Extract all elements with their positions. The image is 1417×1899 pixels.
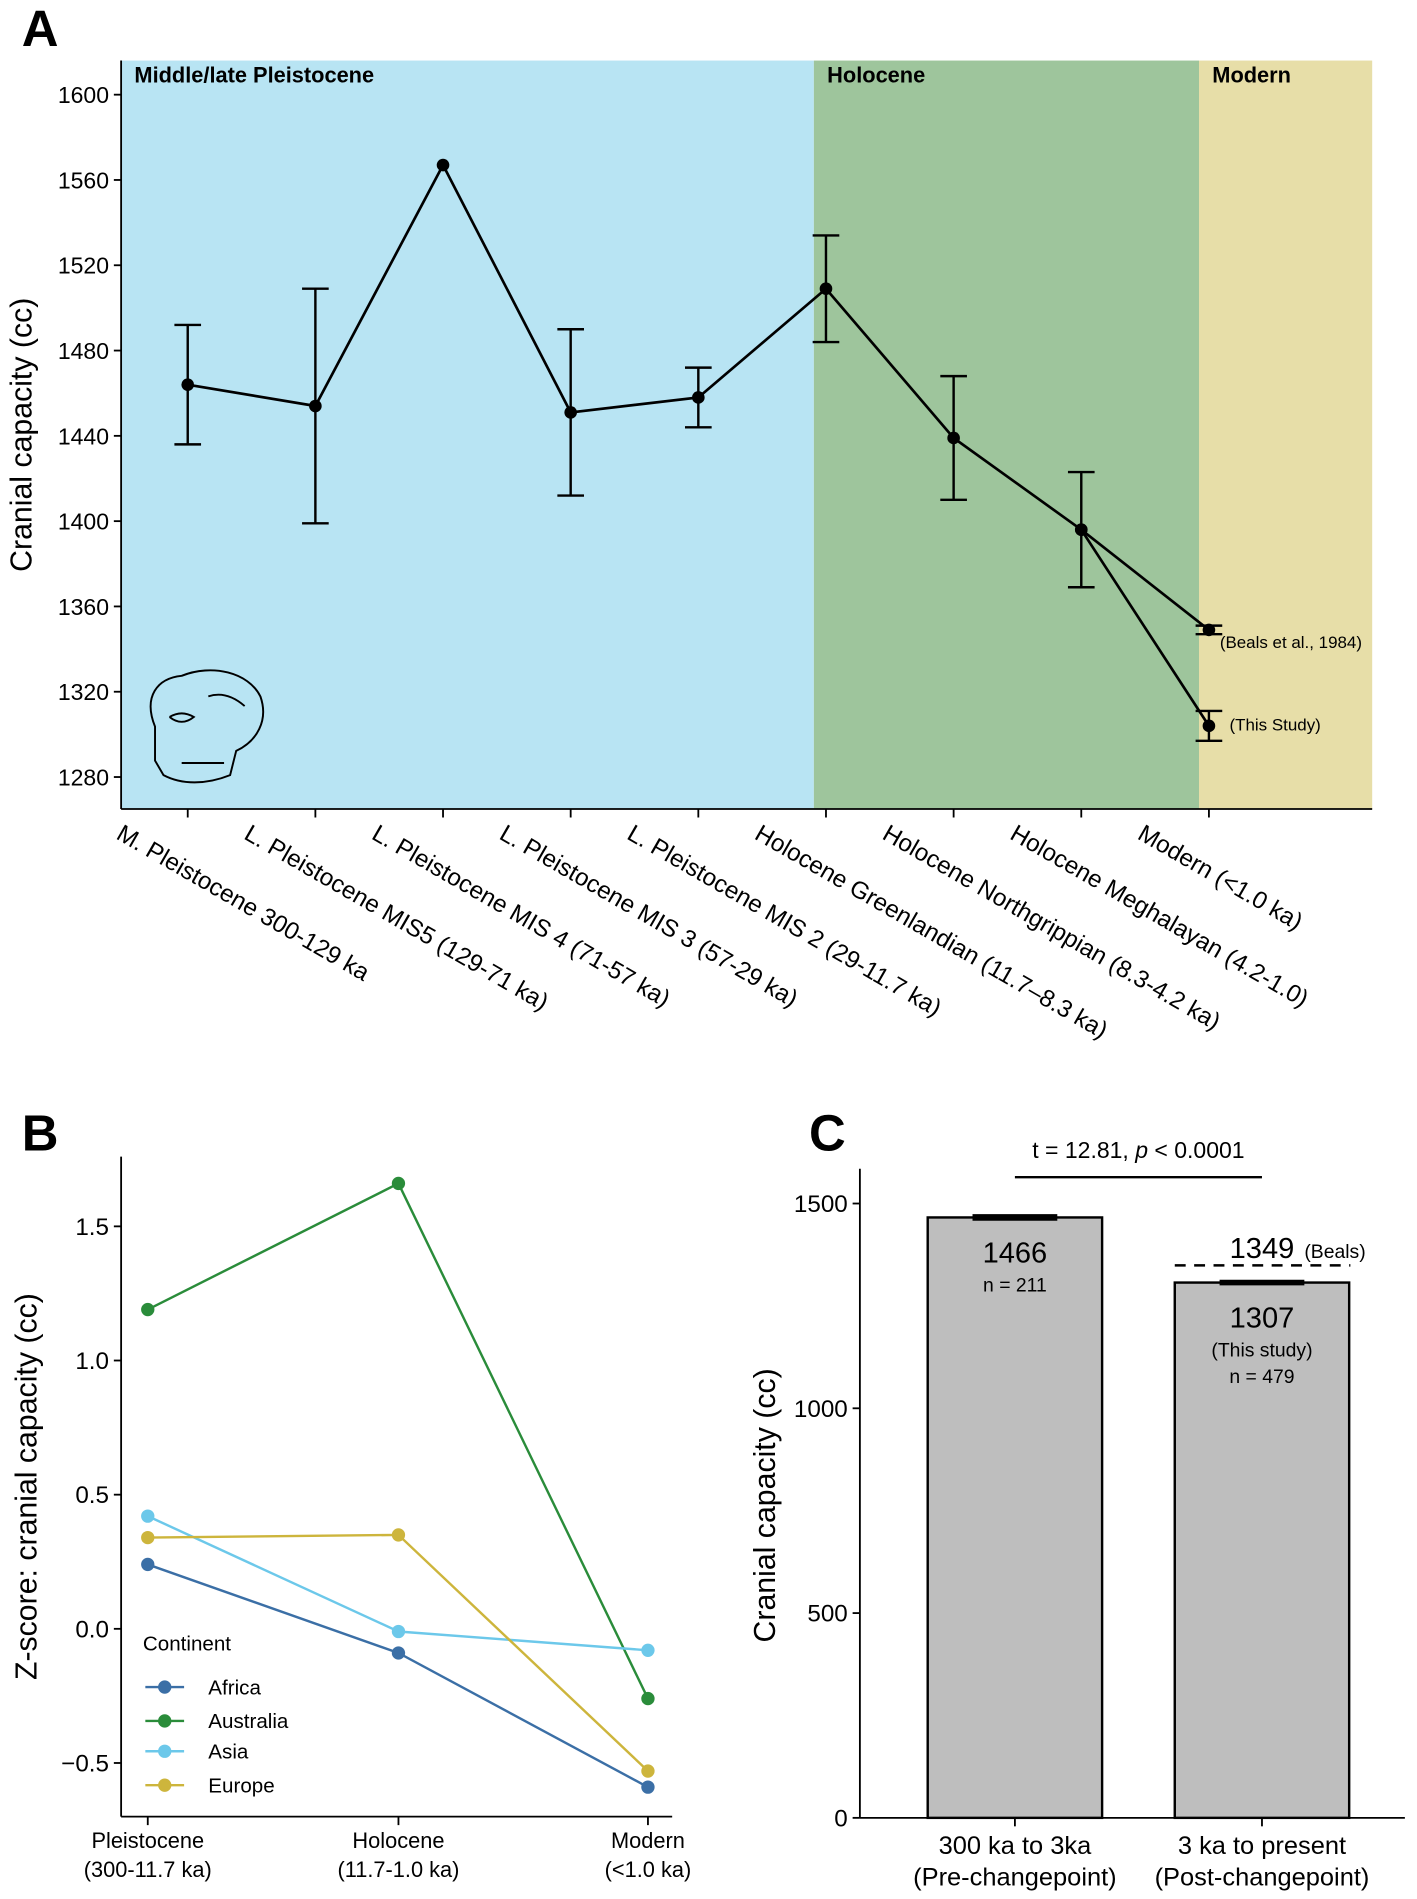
point [641,1764,655,1778]
x-tick-label: 3 ka to present [1178,1832,1346,1860]
legend-swatch [158,1778,172,1792]
note: n = 479 [1229,1366,1294,1388]
period-label: Modern [1212,62,1291,87]
legend-label: Europe [208,1774,274,1797]
period-label: Middle/late Pleistocene [134,62,374,87]
y-tick-label: 1500 [794,1191,848,1218]
panel-letter: A [22,0,59,57]
annotation-part: < 0.0001 [1148,1137,1245,1163]
y-tick-label: 1280 [58,765,109,791]
legend-swatch [158,1680,172,1694]
y-tick-label: 0.5 [75,1482,109,1509]
panel-letter: B [22,1105,59,1162]
end-label: (This Study) [1230,716,1321,735]
legend-title: Continent [143,1633,231,1656]
y-tick-label: −0.5 [61,1750,109,1777]
value-label: 1466 [983,1237,1048,1269]
panel-letter: C [809,1105,846,1162]
note: n = 211 [983,1274,1047,1296]
period-band [121,60,814,810]
end-label: (Beals et al., 1984) [1220,633,1362,652]
legend-swatch [158,1744,172,1758]
x-tick-label: (11.7-1.0 ka) [338,1857,460,1882]
legend-label: Australia [208,1710,289,1733]
y-tick-label: 0 [834,1805,847,1832]
legend-label: Africa [208,1676,261,1699]
point [391,1528,406,1542]
skull-icon [149,669,265,784]
x-tick-label: 300 ka to 3ka [939,1832,1093,1860]
point [641,1643,655,1657]
point [1202,719,1216,733]
point [141,1557,155,1572]
y-tick-label: 1480 [58,338,109,364]
point [391,1176,406,1191]
bar [1173,1281,1351,1820]
y-axis-label: Cranial capacity (cc) [5,298,38,572]
point [564,406,577,419]
y-tick-label: 0.0 [75,1616,109,1643]
point [641,1780,655,1794]
value-label: 1307 [1230,1302,1295,1334]
x-tick-label: Holocene [352,1828,444,1853]
y-tick-label: 1000 [794,1396,848,1423]
point [1074,523,1088,536]
point [692,391,705,404]
legend-label: Asia [208,1741,249,1764]
y-tick-label: 1.5 [75,1214,109,1241]
legend-swatch [158,1714,172,1728]
y-tick-label: 1360 [58,594,109,620]
reference-value: 1349 [1230,1233,1295,1265]
period-band [813,60,1199,810]
x-tick-label: (Pre-changepoint) [913,1864,1117,1892]
point [391,1646,406,1660]
point [309,399,322,413]
y-tick-label: 1520 [58,253,109,279]
y-tick-label: 1560 [58,167,109,193]
point [641,1691,655,1706]
point [141,1530,155,1545]
x-tick-label: Pleistocene [91,1828,204,1853]
y-tick-label: 500 [807,1601,847,1628]
point [391,1624,406,1639]
y-tick-label: 1.0 [75,1348,109,1375]
y-tick-label: 1440 [58,423,109,449]
point [141,1302,155,1317]
point [436,158,450,172]
reference-label: (Beals) [1304,1241,1365,1263]
annotation: t = 12.81, p < 0.0001 [1032,1137,1244,1163]
y-tick-label: 1600 [58,82,109,108]
period-label: Holocene [827,62,925,87]
y-tick-label: 1400 [58,509,109,535]
point [947,431,960,445]
annotation-part: p [1134,1137,1148,1163]
x-tick-label: (Post-changepoint) [1155,1864,1370,1892]
y-axis-label: Cranial capacity (cc) [749,1368,782,1642]
x-tick-label: (<1.0 ka) [605,1857,692,1882]
y-axis-label: Z-score: cranial capacity (cc) [10,1293,43,1680]
x-tick-label: (300-11.7 ka) [84,1857,212,1882]
note: (This study) [1211,1339,1312,1361]
y-tick-label: 1320 [58,679,109,705]
period-band [1198,60,1373,810]
point [181,378,195,391]
bar [926,1216,1104,1820]
series-line [1080,528,1210,631]
point [819,282,833,296]
series-line [147,1181,650,1700]
x-tick-label: Modern [611,1828,685,1853]
annotation-part: t = 12.81, [1032,1137,1135,1163]
point [141,1509,155,1523]
point [1202,623,1216,637]
